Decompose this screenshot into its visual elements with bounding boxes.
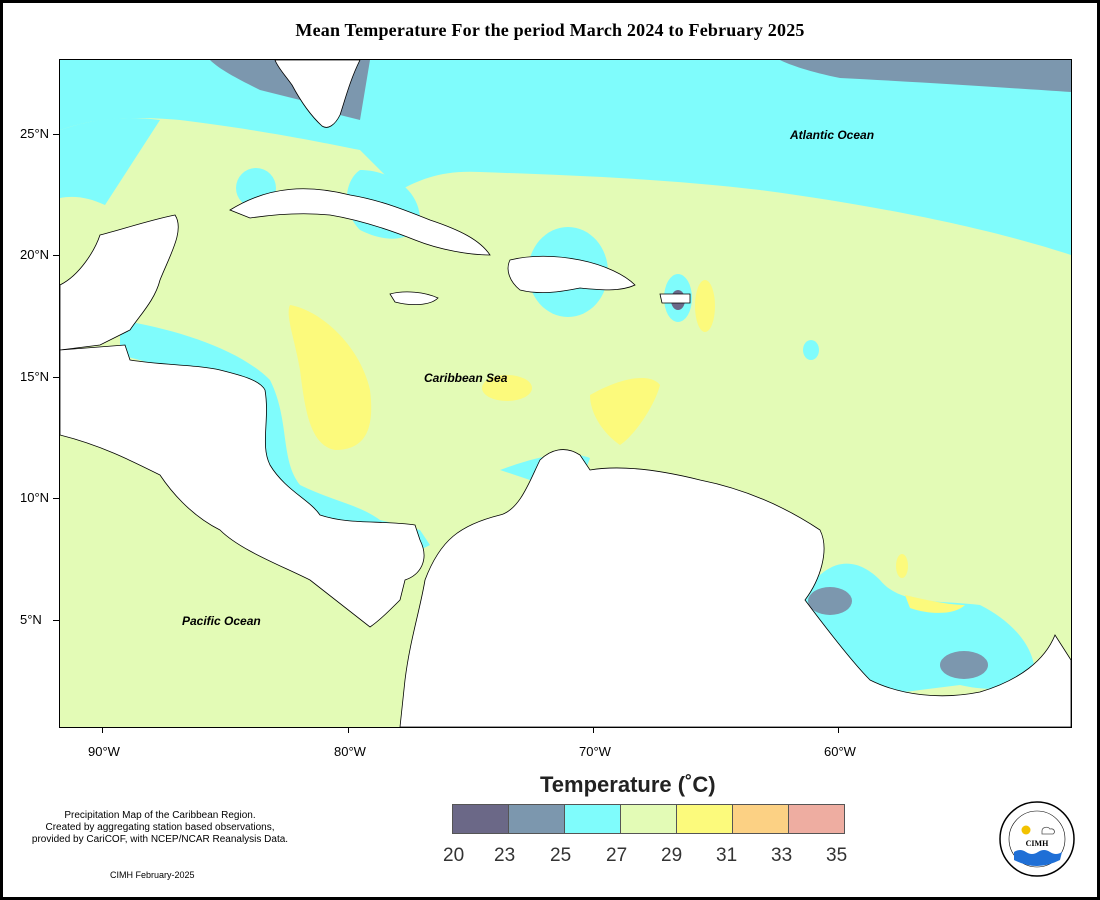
x-tick-90 <box>102 727 103 733</box>
legend-color-bar <box>452 804 845 834</box>
map-title: Mean Temperature For the period March 20… <box>295 20 805 40</box>
map-svg <box>60 60 1071 727</box>
legend-swatch-25-27 <box>565 805 621 833</box>
legend-break-20: 20 <box>443 845 465 866</box>
yellow-guyana-coast <box>896 554 908 578</box>
slate-suriname-patch <box>940 651 988 679</box>
legend-title: Temperature (˚C) <box>540 772 716 797</box>
legend-swatch-29-31 <box>677 805 733 833</box>
yellow-virgin-islands <box>695 280 715 332</box>
x-tick-80 <box>348 727 349 733</box>
cyan-lesser-antilles-patch <box>803 340 819 360</box>
legend-break-35: 35 <box>826 845 848 866</box>
land-layer <box>60 60 1071 727</box>
cuba-land <box>229 188 491 256</box>
y-tick-15 <box>53 377 59 378</box>
slate-northeast-patch <box>780 60 1071 92</box>
y-label-10n: 10°N <box>20 490 50 505</box>
legend-swatch-27-29 <box>621 805 677 833</box>
x-label-90w: 90°W <box>88 744 120 759</box>
legend-break-29: 29 <box>661 845 683 866</box>
map-note: Precipitation Map of the Caribbean Regio… <box>0 810 320 846</box>
yucatan-land <box>60 214 179 351</box>
note-line-3: provided by CariCOF, with NCEP/NCAR Rean… <box>31 834 289 845</box>
cyan-north-band-2 <box>60 118 160 205</box>
waves-icon <box>1014 850 1062 866</box>
jamaica-land <box>389 291 439 306</box>
hispaniola-land <box>507 255 636 294</box>
cyan-north-band <box>60 60 1071 255</box>
caribbean-sea-label: Caribbean Sea <box>424 371 508 385</box>
sun-icon <box>1021 825 1031 835</box>
y-tick-20 <box>53 255 59 256</box>
credit-text: CIMH February-2025 <box>110 870 195 880</box>
x-label-70w: 70°W <box>579 744 611 759</box>
temperature-map: Atlantic Ocean Caribbean Sea Pacific Oce… <box>59 59 1072 728</box>
y-tick-5 <box>53 620 59 621</box>
x-tick-70 <box>593 727 594 733</box>
slate-guyana-patch <box>808 587 852 615</box>
y-label-25n: 25°N <box>20 126 50 141</box>
legend-swatch-33-35 <box>789 805 844 833</box>
puertorico-land <box>659 293 691 304</box>
cimh-logo: CIMH <box>998 800 1076 878</box>
legend-break-33: 33 <box>771 845 793 866</box>
legend-break-25: 25 <box>550 845 572 866</box>
south-america-land <box>399 449 1071 727</box>
x-tick-60 <box>838 727 839 733</box>
y-label-15n: 15°N <box>20 369 50 384</box>
legend-swatch-20-23 <box>453 805 509 833</box>
legend-swatch-31-33 <box>733 805 789 833</box>
note-line-2: Created by aggregating station based obs… <box>45 822 275 833</box>
pacific-ocean-label: Pacific Ocean <box>182 614 261 628</box>
central-america-land <box>60 344 425 628</box>
y-tick-25 <box>53 134 59 135</box>
x-label-60w: 60°W <box>824 744 856 759</box>
logo-text: CIMH <box>1026 839 1049 848</box>
cloud-icon <box>1041 826 1055 835</box>
legend-break-23: 23 <box>494 845 516 866</box>
y-label-5n: 5°N <box>20 612 42 627</box>
note-line-1: Precipitation Map of the Caribbean Regio… <box>64 810 256 821</box>
y-label-20n: 20°N <box>20 247 50 262</box>
legend-break-27: 27 <box>606 845 628 866</box>
y-tick-10 <box>53 498 59 499</box>
yellow-western-caribbean <box>288 305 372 450</box>
yellow-central-caribbean <box>482 375 532 401</box>
yellow-eastern-caribbean <box>590 377 660 445</box>
legend-swatch-23-25 <box>509 805 565 833</box>
legend-break-31: 31 <box>716 845 738 866</box>
x-label-80w: 80°W <box>334 744 366 759</box>
florida-land <box>274 60 361 128</box>
atlantic-ocean-label: Atlantic Ocean <box>790 128 875 142</box>
yellow-suriname-coast <box>905 595 965 613</box>
cimh-logo-svg: CIMH <box>999 801 1075 877</box>
